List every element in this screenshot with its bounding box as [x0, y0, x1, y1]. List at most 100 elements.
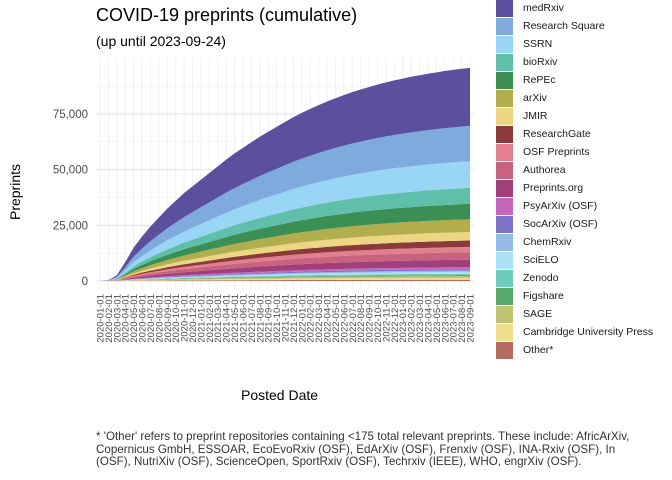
legend-key — [496, 234, 513, 251]
x-tick-label: 2021-10-01 — [272, 294, 283, 343]
legend-label: Research Square — [523, 20, 605, 32]
x-tick-label: 2021-07-01 — [247, 294, 258, 343]
legend-label: SAGE — [523, 308, 553, 320]
x-tick-label: 2022-01-01 — [297, 294, 308, 343]
footnote-line: Copernicus GmbH, ESSOAR, EcoEvoRxiv (OSF… — [96, 442, 616, 456]
area-series — [100, 276, 470, 281]
area-series — [100, 219, 470, 281]
x-tick-label: 2023-07-01 — [449, 294, 460, 343]
legend-label: Zenodo — [523, 272, 559, 284]
legend-key — [496, 216, 513, 233]
legend-key — [496, 180, 513, 197]
footnote: * 'Other' refers to preprint repositorie… — [96, 430, 630, 469]
x-tick-label: 2021-08-01 — [255, 294, 266, 343]
legend-key — [496, 18, 513, 35]
x-tick-label: 2020-01-01 — [96, 294, 107, 343]
legend-label: Preprints.org — [523, 182, 584, 194]
x-tick-label: 2022-10-01 — [373, 294, 384, 343]
area-series — [100, 271, 470, 281]
legend-label: SSRN — [523, 38, 553, 50]
x-tick-label: 2021-06-01 — [238, 294, 249, 343]
x-tick-label: 2020-03-01 — [112, 294, 123, 343]
area-series — [100, 267, 470, 281]
x-tick-label: 2020-07-01 — [146, 294, 157, 343]
x-tick-label: 2020-05-01 — [129, 294, 140, 343]
x-tick-label: 2023-09-01 — [466, 294, 477, 343]
x-tick-label: 2023-03-01 — [415, 294, 426, 343]
legend-label: SocArXiv (OSF) — [523, 218, 598, 230]
legend-key — [496, 252, 513, 269]
y-tick-label: 50,000 — [53, 165, 88, 177]
x-tick-label: 2022-03-01 — [314, 294, 325, 343]
area-series — [100, 279, 470, 281]
area-series — [100, 161, 470, 281]
legend-label: OSF Preprints — [523, 146, 590, 158]
legend-label: arXiv — [523, 92, 547, 104]
legend-key — [496, 342, 513, 359]
x-tick-label: 2022-08-01 — [356, 294, 367, 343]
legend-label: Figshare — [523, 290, 564, 302]
x-tick-label: 2023-04-01 — [423, 294, 434, 343]
legend-label: PsyArXiv (OSF) — [523, 200, 598, 212]
x-tick-label: 2023-08-01 — [457, 294, 468, 343]
area-series — [100, 252, 470, 281]
area-series — [100, 231, 470, 281]
x-tick-label: 2021-04-01 — [222, 294, 233, 343]
area-series — [100, 269, 470, 281]
legend-key — [496, 126, 513, 143]
legend-key — [496, 72, 513, 89]
area-series — [100, 67, 470, 281]
x-tick-label: 2020-09-01 — [163, 294, 174, 343]
legend-key — [496, 270, 513, 287]
legend-key — [496, 108, 513, 125]
area-series — [100, 240, 470, 281]
x-tick-label: 2023-01-01 — [398, 294, 409, 343]
legend-label: Other* — [523, 344, 554, 356]
area-series — [100, 278, 470, 281]
legend-key — [496, 54, 513, 71]
area-series — [100, 125, 470, 281]
chart-title: COVID-19 preprints (cumulative) — [96, 5, 358, 25]
x-axis-title: Posted Date — [241, 387, 319, 403]
legend-key — [496, 288, 513, 305]
x-tick-label: 2021-05-01 — [230, 294, 241, 343]
x-tick-label: 2023-05-01 — [432, 294, 443, 343]
y-tick-label: 75,000 — [53, 109, 88, 121]
x-tick-label: 2021-09-01 — [264, 294, 275, 343]
area-series — [100, 203, 470, 281]
area-series — [100, 270, 470, 281]
legend-key — [496, 0, 513, 17]
y-axis-title: Preprints — [3, 162, 27, 222]
x-tick-label: 2020-11-01 — [180, 294, 191, 342]
y-axis-title-text: Preprints — [7, 163, 23, 221]
area-series — [100, 275, 470, 281]
x-tick-label: 2020-06-01 — [138, 294, 149, 343]
x-tick-label: 2020-10-01 — [171, 294, 182, 343]
x-tick-label: 2022-06-01 — [339, 294, 350, 343]
x-tick-label: 2022-05-01 — [331, 294, 342, 343]
legend-label: SciELO — [523, 254, 559, 266]
legend-label: Authorea — [523, 164, 566, 176]
x-tick-label: 2022-04-01 — [323, 294, 334, 343]
y-tick-label: 0 — [82, 276, 88, 288]
x-tick-label: 2022-02-01 — [306, 294, 317, 343]
x-tick-label: 2020-12-01 — [188, 294, 199, 343]
x-tick-label: 2022-07-01 — [348, 294, 359, 343]
legend-label: medRxiv — [523, 2, 564, 14]
x-tick-label: 2022-09-01 — [365, 294, 376, 343]
footnote-line: * 'Other' refers to preprint repositorie… — [96, 430, 630, 443]
x-tick-label: 2021-03-01 — [213, 294, 224, 343]
legend-key — [496, 90, 513, 107]
legend-label: RePEc — [523, 74, 556, 86]
legend-label: JMIR — [523, 110, 548, 122]
legend-label: ResearchGate — [523, 128, 591, 140]
area-series — [100, 187, 470, 281]
legend-key — [496, 144, 513, 161]
x-tick-label: 2022-11-01 — [381, 294, 392, 342]
legend-key — [496, 306, 513, 323]
x-tick-label: 2021-12-01 — [289, 294, 300, 343]
x-tick-label: 2022-12-01 — [390, 294, 401, 343]
x-tick-label: 2020-04-01 — [121, 294, 132, 343]
legend-label: bioRxiv — [523, 56, 558, 68]
